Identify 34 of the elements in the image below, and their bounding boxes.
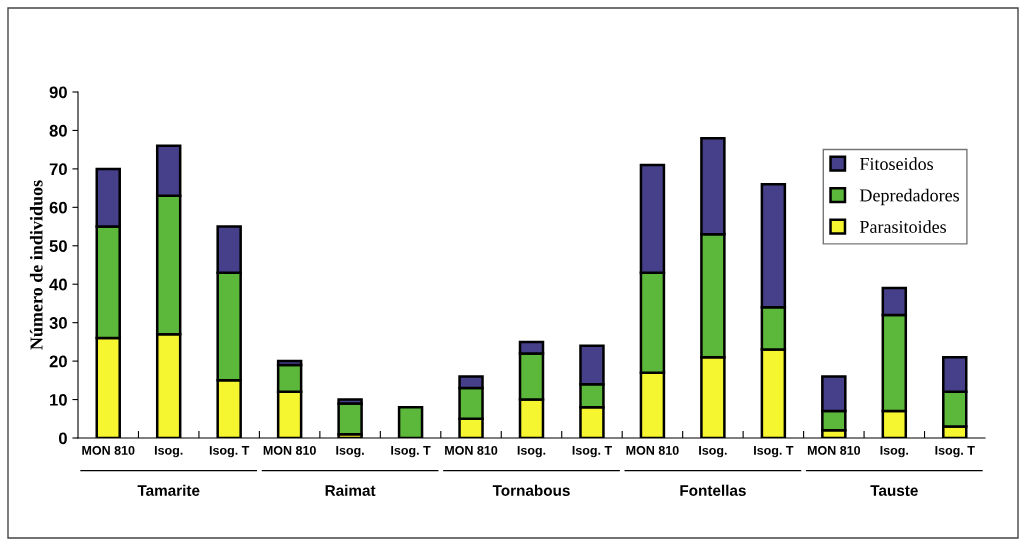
legend-label: Depredadores xyxy=(859,188,960,206)
legend-label: Parasitoides xyxy=(859,220,947,233)
x-tick-label: Isog. xyxy=(154,446,183,458)
x-tick-label: Isog. xyxy=(336,446,364,458)
y-tick-label: 70 xyxy=(49,163,67,176)
y-tick-label: 30 xyxy=(49,317,67,329)
y-tick-label: 50 xyxy=(49,240,67,252)
x-tick-label: MON 810 xyxy=(807,445,861,455)
y-tick-label: 80 xyxy=(49,124,67,137)
y-tick-label: 60 xyxy=(49,201,67,214)
text: Tornabous xyxy=(492,484,570,496)
text: Tamarite xyxy=(137,484,200,496)
x-tick-label: Isog. T xyxy=(391,446,431,458)
x-tick-label: MON 810 xyxy=(445,445,498,455)
y-tick-label: 20 xyxy=(49,355,67,368)
y-tick-label: 40 xyxy=(49,278,67,291)
x-tick-label: Isog. T xyxy=(209,446,250,458)
y-axis-title: Número de individuos xyxy=(29,180,43,350)
x-tick-label: Isog. xyxy=(699,446,727,458)
x-tick-label: MON 810 xyxy=(82,445,135,455)
y-tick-label: 0 xyxy=(58,432,67,445)
legend-label: Fitoseidos xyxy=(859,157,934,171)
x-tick-label: Isog. T xyxy=(935,446,975,458)
x-tick-label: Isog. xyxy=(517,446,546,458)
x-tick-label: MON 810 xyxy=(263,445,316,455)
text: Tauste xyxy=(870,485,918,496)
text: Raimat xyxy=(325,484,376,496)
text: Fontellas xyxy=(680,484,746,496)
x-tick-label: Isog. T xyxy=(572,446,612,458)
y-tick-label: 10 xyxy=(50,393,67,406)
x-tick-label: MON 810 xyxy=(626,445,679,455)
x-tick-label: Isog. T xyxy=(754,446,794,458)
x-tick-label: Isog. xyxy=(880,446,909,458)
y-tick-label: 90 xyxy=(49,86,67,99)
